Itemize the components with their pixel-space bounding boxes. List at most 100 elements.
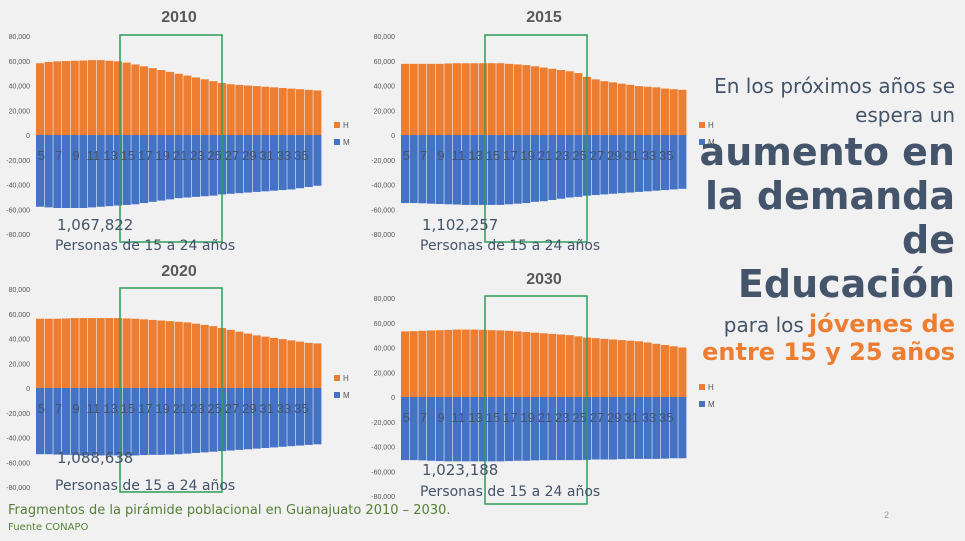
x-tick-label: 19 bbox=[520, 410, 534, 425]
bar-h bbox=[105, 60, 114, 135]
bar-m bbox=[252, 388, 261, 449]
bar-m bbox=[531, 397, 540, 461]
bar-h bbox=[444, 329, 453, 397]
x-tick-label: 9 bbox=[437, 410, 444, 425]
bar-h bbox=[539, 333, 548, 397]
bar-h bbox=[44, 318, 53, 388]
bar-h bbox=[496, 330, 505, 397]
bar-h bbox=[70, 60, 79, 135]
y-tick-label: -40,000 bbox=[6, 436, 30, 443]
bar-h bbox=[313, 90, 322, 135]
x-tick-label: 23 bbox=[555, 148, 569, 163]
x-tick-label: 23 bbox=[190, 401, 204, 416]
bar-h bbox=[261, 86, 270, 135]
bar-h bbox=[235, 84, 244, 135]
bar-h bbox=[209, 81, 218, 135]
legend-label: M bbox=[343, 138, 350, 147]
bar-m bbox=[278, 135, 287, 191]
bar-m bbox=[252, 135, 261, 192]
highlight-box bbox=[119, 287, 223, 493]
bar-m bbox=[209, 135, 218, 196]
bar-m bbox=[505, 397, 514, 462]
bar-m bbox=[557, 135, 566, 199]
bar-h bbox=[114, 61, 123, 135]
y-tick-label: -80,000 bbox=[6, 232, 30, 239]
highlight-box bbox=[484, 34, 588, 243]
bar-h bbox=[435, 63, 444, 135]
bar-h bbox=[183, 322, 192, 388]
bar-h bbox=[270, 87, 279, 135]
x-tick-label: 23 bbox=[555, 410, 569, 425]
y-tick-label: -40,000 bbox=[6, 183, 30, 190]
bar-h bbox=[131, 64, 140, 135]
x-tick-label: 15 bbox=[486, 410, 500, 425]
pyramid-chart-2015: 2015 80,000 60,000 40,000 20,000 0 -20,000 -40,… bbox=[365, 0, 735, 262]
bar-h bbox=[287, 88, 296, 135]
x-tick-label: 27 bbox=[225, 148, 239, 163]
bar-h bbox=[461, 63, 470, 135]
y-tick-label: 20,000 bbox=[9, 361, 31, 368]
bar-h bbox=[278, 339, 287, 388]
bar-m bbox=[453, 397, 462, 462]
bar-m bbox=[669, 397, 678, 459]
bar-m bbox=[617, 135, 626, 194]
legend-label: M bbox=[708, 138, 715, 147]
legend-label: H bbox=[343, 374, 349, 383]
bar-m bbox=[313, 388, 322, 445]
pyramid-chart-2030: 2030 80,000 60,000 40,000 20,000 0 -20,000 -40,… bbox=[365, 262, 735, 505]
bar-h bbox=[453, 63, 462, 135]
y-tick-label: -20,000 bbox=[6, 411, 30, 418]
bar-h bbox=[166, 71, 175, 135]
x-tick-label: 29 bbox=[242, 401, 256, 416]
bar-m bbox=[401, 397, 410, 461]
bar-h bbox=[427, 63, 436, 135]
y-tick-label: -80,000 bbox=[371, 232, 395, 239]
bar-h bbox=[505, 330, 514, 397]
bar-m bbox=[148, 135, 157, 202]
y-tick-label: -80,000 bbox=[6, 485, 30, 492]
bar-h bbox=[661, 88, 670, 135]
bar-m bbox=[88, 388, 97, 456]
y-tick-label: 60,000 bbox=[9, 59, 31, 66]
bar-h bbox=[244, 85, 253, 135]
page-number: 2 bbox=[884, 510, 890, 520]
bar-h bbox=[122, 62, 131, 136]
bar-m bbox=[79, 135, 88, 209]
bar-m bbox=[418, 397, 427, 461]
bar-m bbox=[539, 135, 548, 202]
y-tick-label: 80,000 bbox=[9, 34, 31, 41]
y-tick-label: -20,000 bbox=[371, 420, 395, 427]
bar-m bbox=[635, 397, 644, 459]
bar-m bbox=[192, 388, 201, 453]
chart-title: 2015 bbox=[526, 9, 562, 26]
bar-m bbox=[661, 397, 670, 459]
y-tick-label: 60,000 bbox=[9, 312, 31, 319]
bar-m bbox=[513, 135, 522, 204]
bar-m bbox=[244, 135, 253, 193]
x-tick-label: 29 bbox=[607, 410, 621, 425]
bar-m bbox=[53, 135, 62, 209]
bar-m bbox=[183, 135, 192, 198]
bar-m bbox=[88, 135, 97, 208]
legend-label: M bbox=[708, 400, 715, 409]
source-note: Fuente CONAPO bbox=[8, 522, 89, 533]
bar-m bbox=[453, 135, 462, 205]
x-tick-label: 29 bbox=[242, 148, 256, 163]
bar-h bbox=[427, 330, 436, 397]
chart-svg: 2015 80,000 60,000 40,000 20,000 0 -20,000 -40,… bbox=[371, 9, 715, 254]
bar-h bbox=[609, 82, 618, 135]
bar-m bbox=[444, 397, 453, 462]
bar-m bbox=[270, 388, 279, 448]
total-value: 1,088,638 bbox=[57, 449, 133, 467]
bar-m bbox=[626, 397, 635, 459]
x-tick-label: 35 bbox=[294, 148, 308, 163]
bar-m bbox=[531, 135, 540, 202]
bar-h bbox=[522, 332, 531, 397]
bar-m bbox=[427, 135, 436, 204]
legend-label: H bbox=[708, 121, 714, 130]
bar-m bbox=[209, 388, 218, 452]
x-tick-label: 13 bbox=[103, 148, 117, 163]
bar-h bbox=[574, 336, 583, 397]
bar-h bbox=[418, 63, 427, 135]
bar-h bbox=[157, 320, 166, 388]
